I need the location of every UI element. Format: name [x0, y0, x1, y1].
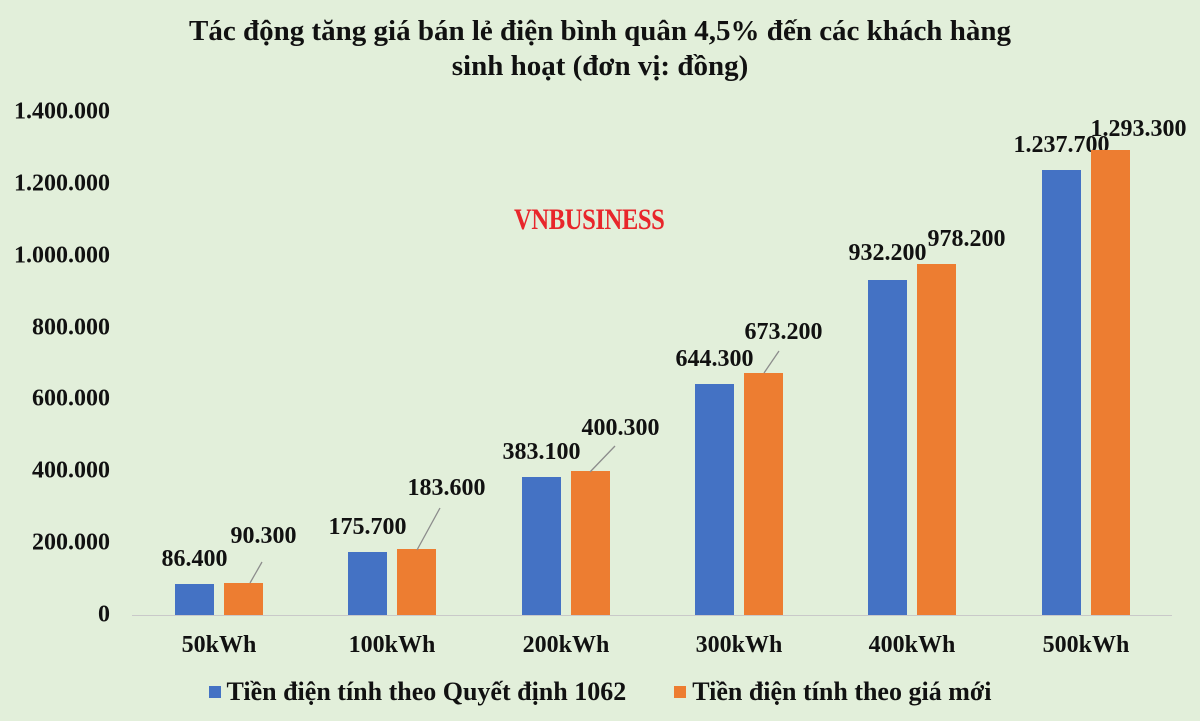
chart-title-line-1: Tác động tăng giá bán lẻ điện bình quân …	[189, 15, 1011, 47]
y-tick: 600.000	[32, 385, 110, 412]
bar-new-price-200kWh	[571, 471, 610, 615]
data-label: 400.300	[581, 415, 660, 442]
bar-decision-1062-300kWh	[695, 383, 734, 615]
data-label: 978.200	[927, 225, 1006, 252]
bar-decision-1062-500kWh	[1042, 170, 1081, 615]
bar-new-price-500kWh	[1091, 150, 1130, 615]
x-category: 300kWh	[695, 632, 783, 658]
bar-new-price-50kWh	[224, 582, 263, 615]
data-label: 90.300	[230, 522, 297, 549]
y-tick: 0	[98, 601, 110, 628]
y-tick: 1.200.000	[14, 170, 110, 197]
bar-new-price-100kWh	[397, 549, 436, 615]
y-tick: 800.000	[32, 314, 110, 341]
data-label: 673.200	[744, 319, 823, 346]
x-category: 200kWh	[522, 632, 610, 658]
y-tick: 200.000	[32, 529, 110, 556]
y-tick: 1.400.000	[14, 98, 110, 125]
legend-item-series-0: Tiền điện tính theo Quyết định 1062	[208, 677, 627, 707]
data-label: 175.700	[328, 513, 407, 540]
bar-new-price-400kWh	[917, 263, 956, 615]
legend-label: Tiền điện tính theo Quyết định 1062	[226, 677, 627, 706]
bar-decision-1062-200kWh	[522, 477, 561, 615]
y-tick: 1.000.000	[14, 242, 110, 269]
bar-decision-1062-400kWh	[868, 280, 907, 615]
bar-new-price-300kWh	[744, 373, 783, 615]
data-label: 86.400	[161, 545, 228, 572]
x-axis-line	[132, 615, 1172, 616]
data-label: 644.300	[675, 345, 754, 372]
legend-swatch-blue-icon	[208, 686, 221, 698]
chart-title: Tác động tăng giá bán lẻ điện bình quân …	[0, 14, 1200, 84]
x-category: 500kWh	[1042, 632, 1130, 658]
legend-label: Tiền điện tính theo giá mới	[692, 677, 992, 706]
x-category: 400kWh	[868, 632, 956, 658]
bar-decision-1062-50kWh	[175, 583, 214, 615]
chart-title-line-2: sinh hoạt (đơn vị: đồng)	[451, 50, 749, 82]
y-tick: 400.000	[32, 457, 110, 484]
legend: Tiền điện tính theo Quyết định 1062 Tiền…	[0, 677, 1200, 707]
x-category: 100kWh	[348, 632, 436, 658]
data-label: 183.600	[407, 475, 486, 502]
legend-swatch-orange-icon	[674, 686, 687, 698]
x-category: 50kWh	[181, 632, 257, 658]
bar-decision-1062-100kWh	[348, 551, 387, 615]
data-label: 1.293.300	[1090, 116, 1187, 143]
watermark-logo: VNBUSINESS	[514, 203, 665, 236]
data-label: 932.200	[848, 240, 927, 267]
legend-item-series-1: Tiền điện tính theo giá mới	[674, 677, 991, 707]
data-label: 383.100	[502, 439, 581, 466]
